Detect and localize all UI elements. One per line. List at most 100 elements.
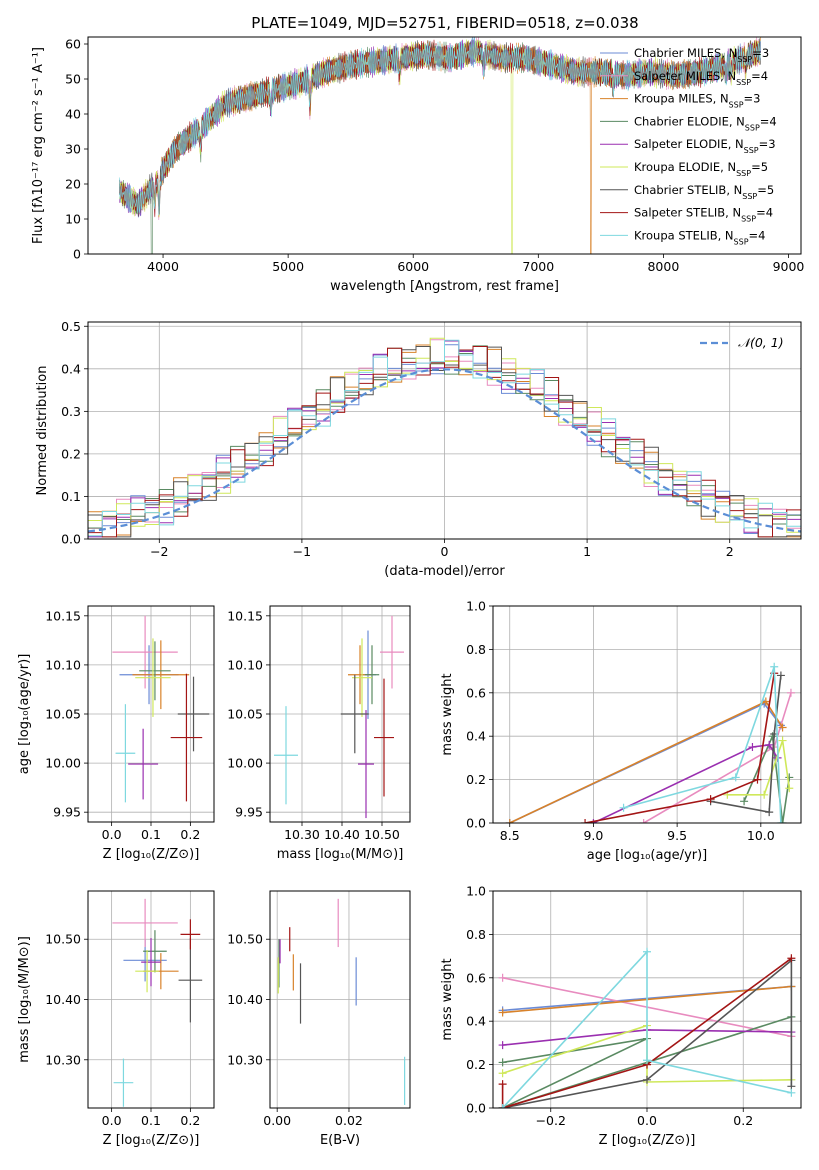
plot-area — [274, 615, 404, 819]
y-tick-label: 10.40 — [45, 992, 81, 1007]
x-tick-label: 8.5 — [500, 828, 520, 843]
plot-area — [88, 337, 801, 538]
x-tick-label: 9.0 — [583, 828, 603, 843]
y-axis-label: Normed distribution — [35, 366, 50, 496]
y-tick-label: 0.2 — [466, 1057, 486, 1072]
weight-marker — [731, 773, 740, 782]
weight-marker — [778, 819, 787, 823]
weight-marker — [778, 736, 787, 745]
weight-marker — [761, 697, 770, 706]
y-tick-label: 1.0 — [466, 599, 486, 614]
y-tick-label: 1.0 — [466, 884, 486, 899]
y-tick-label: 20 — [65, 177, 81, 192]
weight-line — [584, 673, 775, 823]
y-tick-label: 10.00 — [45, 756, 81, 771]
legend-label: Chabrier ELODIE, NSSP=4 — [634, 114, 777, 131]
errorbar-point — [135, 638, 171, 717]
y-tick-label: 9.95 — [235, 805, 263, 820]
x-axis-label: Z [log₁₀(Z/Z⊙)] — [103, 1133, 200, 1148]
y-tick-label: 10.50 — [45, 932, 81, 947]
y-tick-label: 10.15 — [227, 608, 263, 623]
y-tick-label: 0.0 — [61, 532, 81, 547]
y-tick-label: 0.4 — [466, 1014, 486, 1029]
y-tick-label: 9.95 — [53, 805, 81, 820]
weight-marker — [498, 1104, 507, 1108]
plot-age_vs_Z: 0.0 0.1 0.2 9.95 10.00 10.05 10.10 10.15 Z [log₁… — [17, 605, 215, 862]
weight-marker — [619, 803, 628, 812]
errorbar-point — [177, 676, 210, 752]
errorbar-point — [374, 678, 394, 797]
axes-frame — [269, 605, 411, 823]
y-tick-label: 10.10 — [227, 657, 263, 672]
axes-frame — [492, 605, 802, 824]
weight-marker — [786, 688, 795, 697]
errorbar-point — [115, 704, 136, 803]
weight-marker — [498, 1069, 507, 1078]
errorbar-point — [358, 710, 374, 819]
x-axis-label: Z [log₁₀(Z/Z⊙)] — [599, 1133, 696, 1148]
y-tick-label: 30 — [65, 142, 81, 157]
plot-spectrum: 4000 5000 6000 7000 8000 9000 0 10 20 30 40 50 60 wav… — [31, 36, 804, 294]
x-tick-label: 10.40 — [324, 827, 360, 842]
weight-marker — [643, 947, 651, 956]
weight-line — [710, 675, 782, 814]
weight-marker — [765, 740, 774, 749]
weight-marker — [765, 808, 774, 817]
x-axis-label: wavelength [Angstrom, rest frame] — [330, 279, 559, 294]
weight-marker — [760, 790, 769, 799]
x-tick-label: 8000 — [647, 259, 679, 274]
weight-line — [502, 958, 793, 1108]
errorbar-point — [113, 1058, 134, 1107]
weight-marker — [643, 1056, 651, 1065]
y-axis-label: mass weight — [440, 958, 455, 1040]
x-tick-label: 0.2 — [733, 1113, 753, 1128]
y-tick-label: 0.0 — [466, 1101, 486, 1116]
plot-area — [112, 898, 203, 1107]
weight-marker — [498, 1080, 507, 1089]
y-tick-label: 0.2 — [61, 446, 81, 461]
x-tick-label: 0.2 — [180, 1113, 200, 1128]
y-tick-label: 60 — [65, 37, 81, 52]
y-axis-label: mass weight — [440, 673, 455, 755]
weight-line — [743, 733, 791, 823]
legend-label: Kroupa STELIB, NSSP=4 — [634, 228, 765, 246]
weight-line — [727, 740, 791, 796]
errorbar-point — [170, 673, 203, 802]
weight-line — [643, 692, 792, 823]
y-tick-label: 10.00 — [227, 756, 263, 771]
plot-mass_vs_Z: 0.0 0.1 0.2 10.30 10.40 10.50 Z [log₁₀(Z/Z⊙)] m… — [17, 890, 215, 1148]
weight-marker — [581, 819, 590, 823]
y-tick-label: 0.4 — [466, 729, 486, 744]
errorbar-point — [274, 706, 298, 805]
x-tick-label: 10.30 — [284, 827, 320, 842]
weight-marker — [770, 662, 779, 671]
plot-residuals: −2 −1 0 1 2 0.0 0.1 0.2 0.3 0.4 0.5 (data-model)/er… — [35, 319, 802, 579]
x-axis-label: (data-model)/error — [384, 564, 505, 579]
plot-mass_vs_ebv: 0.00 0.02 10.30 10.40 10.50 E(B-V) — [227, 890, 411, 1148]
y-tick-label: 0 — [73, 247, 81, 262]
y-tick-label: 0.0 — [466, 816, 486, 831]
legend: Chabrier MILES, NSSP=3 Salpeter MILES, NS… — [600, 46, 777, 246]
legend-label: Salpeter MILES, NSSP=4 — [634, 69, 768, 87]
x-tick-label: 5000 — [272, 259, 304, 274]
weight-marker — [706, 795, 715, 804]
errorbar-point — [364, 645, 380, 705]
errorbar-point — [380, 615, 404, 689]
x-axis-label: age [log₁₀(age/yr)] — [587, 848, 708, 863]
x-tick-label: 10.0 — [747, 828, 775, 843]
errorbar-point — [112, 898, 178, 948]
y-tick-label: 0.6 — [466, 685, 486, 700]
x-axis-label: mass [log₁₀(M/M⊙)] — [277, 847, 404, 862]
y-tick-label: 10.10 — [45, 657, 81, 672]
errorbar-point — [340, 674, 369, 754]
x-axis-label: Z [log₁₀(Z/Z⊙)] — [103, 847, 200, 862]
y-tick-label: 0.8 — [466, 642, 486, 657]
axes-frame — [87, 36, 802, 255]
y-tick-label: 0.2 — [466, 772, 486, 787]
weight-marker — [498, 1041, 507, 1050]
x-tick-label: −2 — [150, 544, 168, 559]
y-tick-label: 0.6 — [466, 970, 486, 985]
weight-marker — [589, 819, 598, 823]
errorbar-point — [141, 938, 161, 987]
